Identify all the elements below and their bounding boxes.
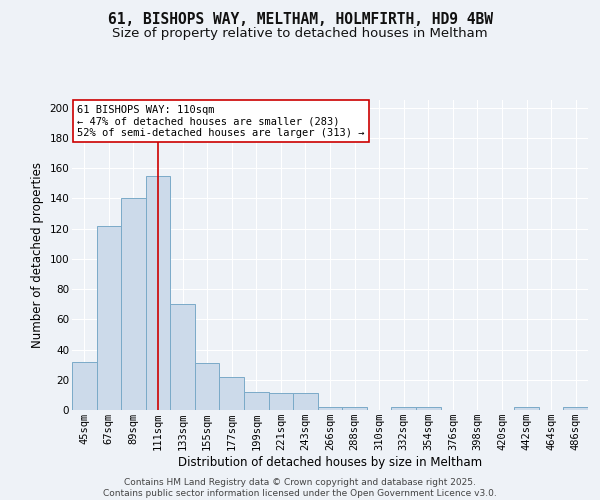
Text: 61, BISHOPS WAY, MELTHAM, HOLMFIRTH, HD9 4BW: 61, BISHOPS WAY, MELTHAM, HOLMFIRTH, HD9…	[107, 12, 493, 28]
Bar	[195, 363, 220, 410]
Y-axis label: Number of detached properties: Number of detached properties	[31, 162, 44, 348]
Bar	[416, 407, 440, 410]
Bar	[391, 407, 416, 410]
Bar	[514, 407, 539, 410]
Text: Size of property relative to detached houses in Meltham: Size of property relative to detached ho…	[112, 28, 488, 40]
Text: Contains HM Land Registry data © Crown copyright and database right 2025.
Contai: Contains HM Land Registry data © Crown c…	[103, 478, 497, 498]
Text: 61 BISHOPS WAY: 110sqm
← 47% of detached houses are smaller (283)
52% of semi-de: 61 BISHOPS WAY: 110sqm ← 47% of detached…	[77, 104, 365, 138]
Bar	[72, 362, 97, 410]
X-axis label: Distribution of detached houses by size in Meltham: Distribution of detached houses by size …	[178, 456, 482, 469]
Bar	[97, 226, 121, 410]
Bar	[170, 304, 195, 410]
Bar	[269, 394, 293, 410]
Bar	[342, 407, 367, 410]
Bar	[146, 176, 170, 410]
Bar	[220, 376, 244, 410]
Bar	[318, 407, 342, 410]
Bar	[563, 407, 588, 410]
Bar	[244, 392, 269, 410]
Bar	[293, 394, 318, 410]
Bar	[121, 198, 146, 410]
